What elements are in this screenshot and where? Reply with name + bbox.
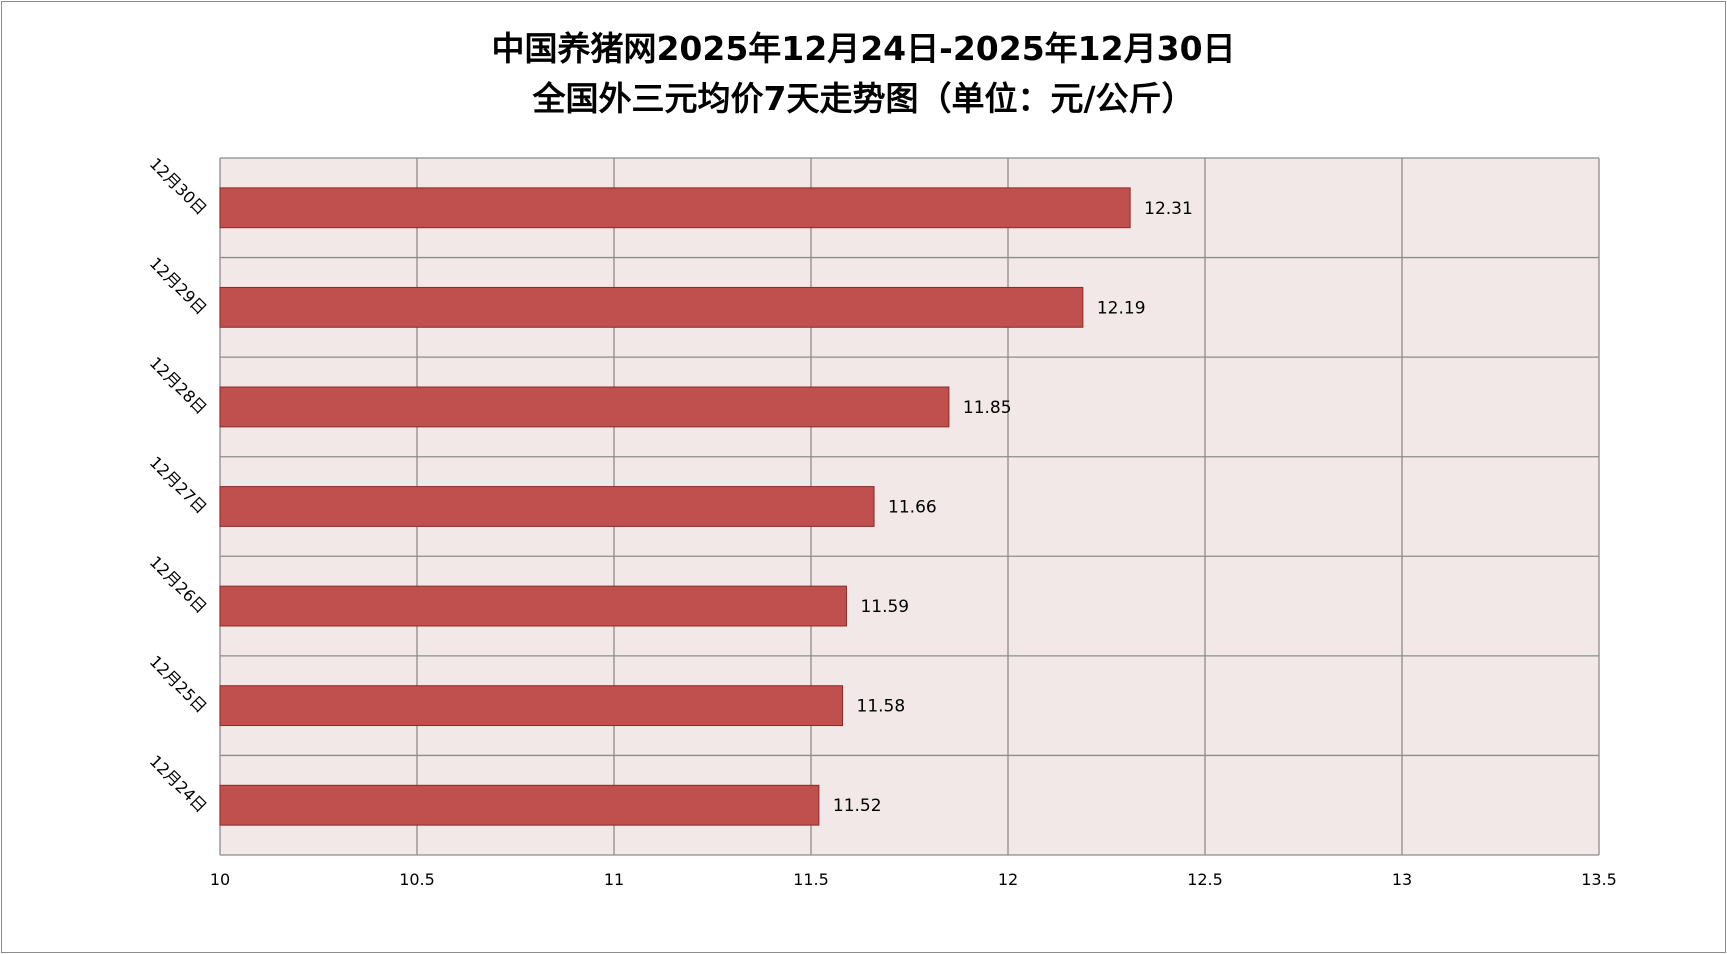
data-label: 11.52 [833, 796, 882, 816]
data-label: 11.85 [963, 398, 1012, 418]
x-axis-tick-labels: 10 10.5 11 11.5 12 12.5 13 13.5 [210, 870, 1617, 889]
bar [219, 187, 1131, 229]
data-label: 11.66 [888, 498, 937, 518]
bar [219, 784, 820, 826]
x-tick-label: 12 [998, 870, 1018, 889]
category-label: 12月28日 [146, 353, 211, 418]
bar [219, 286, 1084, 328]
x-tick-label: 10 [210, 870, 230, 889]
x-tick-label: 11 [604, 870, 624, 889]
category-label: 12月29日 [146, 254, 211, 319]
x-tick-label: 12.5 [1187, 870, 1223, 889]
data-label: 11.59 [860, 597, 909, 617]
chart-title-block: 中国养猪网2025年12月24日-2025年12月30日 全国外三元均价7天走势… [2, 24, 1725, 124]
data-label: 11.58 [857, 697, 906, 717]
x-tick-label: 11.5 [793, 870, 829, 889]
bar [219, 486, 875, 527]
chart-title: 中国养猪网2025年12月24日-2025年12月30日 [491, 29, 1236, 68]
category-label: 12月27日 [146, 453, 211, 518]
bar [219, 585, 847, 627]
x-tick-label: 10.5 [399, 870, 435, 889]
category-label: 12月24日 [146, 751, 211, 816]
category-label: 12月30日 [146, 154, 211, 219]
x-tick-label: 13 [1392, 870, 1412, 889]
category-label: 12月25日 [146, 652, 211, 717]
category-label: 12月26日 [146, 552, 211, 617]
data-label: 12.19 [1097, 298, 1146, 318]
bar [219, 386, 950, 428]
x-tick-label: 13.5 [1581, 870, 1617, 889]
chart-subtitle: 全国外三元均价7天走势图（单位：元/公斤） [532, 79, 1195, 118]
bars [219, 187, 1131, 826]
y-axis-category-labels: 12月24日 12月25日 12月26日 12月27日 12月28日 12月29日 12月3… [146, 154, 211, 816]
bar [219, 685, 844, 727]
data-label: 12.31 [1144, 199, 1193, 219]
data-labels: 11.52 11.58 11.59 11.66 11.85 12.19 12.31 [833, 199, 1193, 816]
